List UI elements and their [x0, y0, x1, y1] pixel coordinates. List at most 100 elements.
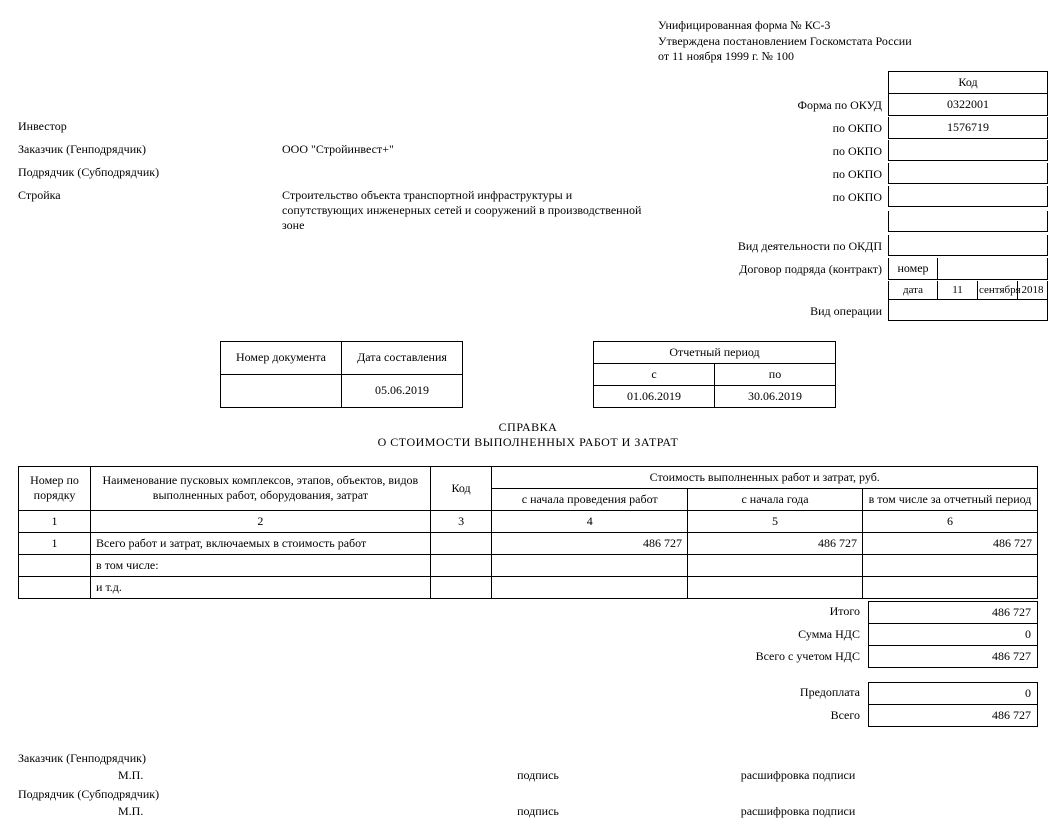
table-cell [492, 576, 688, 598]
period-to: 30.06.2019 [715, 385, 836, 407]
okpo-label-1: по ОКПО [658, 117, 888, 140]
customer-value: ООО "Стройинвест+" [278, 140, 658, 159]
prepay-value: 0 [868, 682, 1038, 705]
withnds-value: 486 727 [868, 646, 1038, 668]
operation-code [888, 300, 1048, 321]
title-line1: СПРАВКА [18, 420, 1038, 435]
doc-date-head: Дата составления [342, 341, 463, 374]
col-num-5: 5 [688, 510, 863, 532]
contract-num [938, 258, 1048, 280]
table-cell: и т.д. [91, 576, 431, 598]
totals-block-2: Предоплата 0 Всего 486 727 [18, 682, 1038, 727]
table-row: в том числе: [19, 554, 1038, 576]
col-head-2: Наименование пусковых комплексов, этапов… [91, 466, 431, 510]
form-header: Унифицированная форма № КС-3 Утверждена … [658, 18, 1038, 65]
col-head-5: с начала года [688, 488, 863, 510]
form-header-line1: Унифицированная форма № КС-3 [658, 18, 1038, 34]
table-row: 1Всего работ и затрат, включаемых в стои… [19, 532, 1038, 554]
col-num-2: 2 [91, 510, 431, 532]
sig-contractor-role: Подрядчик (Субподрядчик) [18, 787, 298, 802]
table-cell [688, 576, 863, 598]
sig-sign-1: подпись [438, 768, 638, 783]
itogo-value: 486 727 [868, 601, 1038, 624]
totals-block-1: Итого 486 727 Сумма НДС 0 Всего с учетом… [18, 601, 1038, 668]
col-num-3: 3 [430, 510, 492, 532]
investor-label: Инвестор [18, 117, 278, 136]
nds-value: 0 [868, 624, 1038, 646]
okud-code: 0322001 [888, 94, 1048, 116]
reporting-period-table: Отчетный период с по 01.06.2019 30.06.20… [593, 341, 836, 408]
table-cell: в том числе: [91, 554, 431, 576]
code-head: Код [888, 71, 1048, 94]
site-label: Стройка [18, 186, 278, 205]
contract-label: Договор подряда (контракт) [658, 258, 888, 281]
table-cell [430, 554, 492, 576]
okpo-label-3: по ОКПО [658, 163, 888, 186]
col-num-1: 1 [19, 510, 91, 532]
table-cell [862, 576, 1037, 598]
col-head-6: в том числе за отчетный период [862, 488, 1037, 510]
site-value: Строительство объекта транспортной инфра… [278, 186, 658, 235]
okud-label: Форма по ОКУД [658, 94, 888, 117]
table-cell: 1 [19, 532, 91, 554]
sig-customer-role: Заказчик (Генподрядчик) [18, 751, 298, 766]
col-head-cost: Стоимость выполненных работ и затрат, ру… [492, 466, 1038, 488]
table-cell: 486 727 [492, 532, 688, 554]
doc-num-head: Номер документа [221, 341, 342, 374]
okdp-code [888, 235, 1048, 256]
col-head-1: Номер по порядку [19, 466, 91, 510]
sig-decipher-2: расшифровка подписи [698, 804, 898, 819]
period-to-head: по [715, 363, 836, 385]
sig-mp-1: М.П. [18, 768, 298, 783]
col-head-4: с начала проведения работ [492, 488, 688, 510]
prepay-label: Предоплата [18, 682, 868, 705]
document-title: СПРАВКА О СТОИМОСТИ ВЫПОЛНЕННЫХ РАБОТ И … [18, 420, 1038, 450]
table-cell [862, 554, 1037, 576]
contract-num-label: номер [888, 258, 938, 280]
table-cell: 486 727 [862, 532, 1037, 554]
form-header-line3: от 11 ноября 1999 г. № 100 [658, 49, 1038, 65]
doc-number-table: Номер документа Дата составления 05.06.2… [220, 341, 463, 408]
okpo-contractor [888, 163, 1048, 184]
okpo-label-4: по ОКПО [658, 186, 888, 209]
contractor-value [278, 163, 658, 167]
contract-month: сентября [978, 281, 1018, 300]
table-cell: 486 727 [688, 532, 863, 554]
col-num-6: 6 [862, 510, 1037, 532]
doc-date: 05.06.2019 [342, 374, 463, 407]
table-cell [19, 576, 91, 598]
contract-day: 11 [938, 281, 978, 300]
main-table: Номер по порядку Наименование пусковых к… [18, 466, 1038, 599]
form-header-line2: Утверждена постановлением Госкомстата Ро… [658, 34, 1038, 50]
operation-label: Вид операции [658, 300, 888, 323]
withnds-label: Всего с учетом НДС [18, 646, 868, 668]
contract-date-label: дата [888, 281, 938, 300]
okpo-investor: 1576719 [888, 117, 1048, 139]
sig-sign-2: подпись [438, 804, 638, 819]
okpo-label-2: по ОКПО [658, 140, 888, 163]
sig-mp-2: М.П. [18, 804, 298, 819]
okpo-customer [888, 140, 1048, 161]
header-grid: Код Форма по ОКУД 0322001 Инвестор по ОК… [18, 71, 1038, 323]
okpo-blank [888, 211, 1048, 232]
sig-decipher-1: расшифровка подписи [698, 768, 898, 783]
col-num-4: 4 [492, 510, 688, 532]
investor-value [278, 117, 658, 121]
table-row: и т.д. [19, 576, 1038, 598]
table-cell [688, 554, 863, 576]
table-cell [430, 532, 492, 554]
total-value: 486 727 [868, 705, 1038, 727]
table-cell: Всего работ и затрат, включаемых в стоим… [91, 532, 431, 554]
col-head-3: Код [430, 466, 492, 510]
table-cell [19, 554, 91, 576]
contract-year: 2018 [1018, 281, 1048, 300]
table-cell [430, 576, 492, 598]
contractor-label: Подрядчик (Субподрядчик) [18, 163, 278, 182]
doc-num [221, 374, 342, 407]
contract-date-row: дата 11 сентября 2018 [888, 281, 1048, 300]
period-from-head: с [594, 363, 715, 385]
title-line2: О СТОИМОСТИ ВЫПОЛНЕННЫХ РАБОТ И ЗАТРАТ [18, 435, 1038, 450]
total-label: Всего [18, 705, 868, 727]
signatures: Заказчик (Генподрядчик) М.П. подпись рас… [18, 751, 1038, 819]
customer-label: Заказчик (Генподрядчик) [18, 140, 278, 159]
